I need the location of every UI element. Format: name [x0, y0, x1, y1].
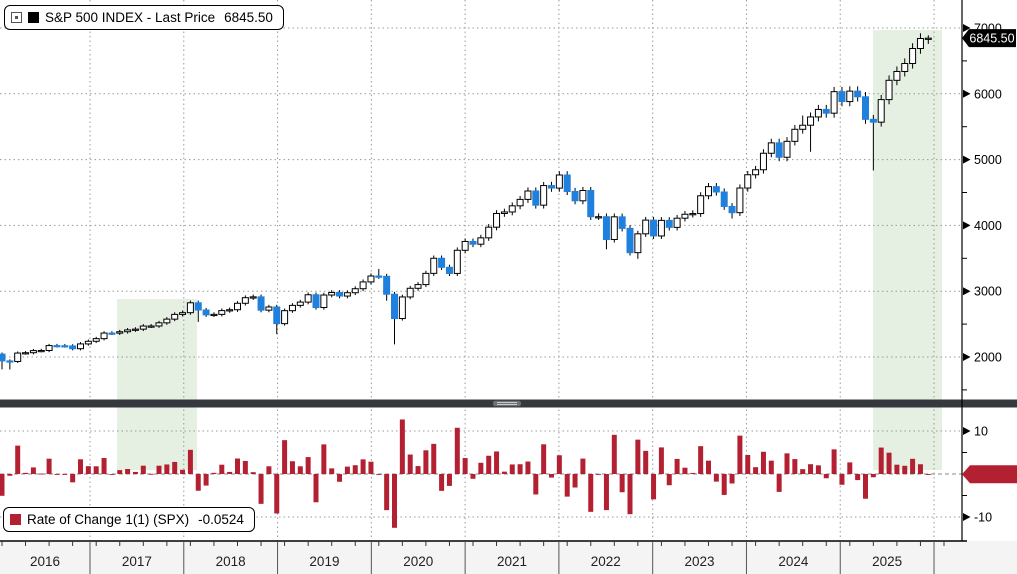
- last-price-badge: [962, 29, 1016, 48]
- year-label: 2019: [309, 554, 339, 569]
- year-label: 2023: [685, 554, 715, 569]
- date-strip-background: [0, 541, 1017, 574]
- roc-swatch-icon: [10, 514, 21, 525]
- expand-icon[interactable]: [11, 12, 22, 23]
- price-legend-label: S&P 500 INDEX - Last Price: [45, 10, 216, 25]
- year-label: 2020: [403, 554, 433, 569]
- svg-text:10: 10: [974, 425, 988, 439]
- year-label: 2018: [216, 554, 246, 569]
- year-label: 2024: [778, 554, 809, 569]
- panel-divider[interactable]: [0, 399, 1017, 408]
- svg-text:6000: 6000: [974, 87, 1002, 101]
- candlestick-series: [0, 33, 932, 370]
- year-label: 2016: [30, 554, 60, 569]
- roc-legend-label: Rate of Change 1(1) (SPX): [27, 512, 190, 527]
- year-label: 2022: [591, 554, 621, 569]
- year-label: 2017: [122, 554, 152, 569]
- roc-series-legend[interactable]: Rate of Change 1(1) (SPX) -0.0524: [3, 507, 255, 532]
- year-label: 2021: [497, 554, 527, 569]
- year-label: 2025: [872, 554, 902, 569]
- series-swatch-icon: [28, 12, 39, 23]
- svg-text:3000: 3000: [974, 285, 1002, 299]
- roc-legend-value: -0.0524: [198, 512, 244, 527]
- divider-grip-icon[interactable]: [493, 400, 521, 407]
- svg-text:5000: 5000: [974, 153, 1002, 167]
- svg-text:2000: 2000: [974, 351, 1002, 365]
- date-axis[interactable]: 2016 2017 2018 2019 2020 2021 2022 2023 2024 2025: [0, 540, 967, 574]
- price-series-legend[interactable]: S&P 500 INDEX - Last Price 6845.50: [4, 5, 284, 30]
- svg-text:6845.50: 6845.50: [969, 32, 1014, 46]
- roc-value-badge: [962, 465, 1017, 484]
- svg-text:4000: 4000: [974, 219, 1002, 233]
- svg-text:-10: -10: [974, 511, 992, 525]
- price-legend-value: 6845.50: [224, 10, 273, 25]
- axis-badges: 6845.50: [962, 29, 1017, 484]
- roc-bars: [0, 419, 931, 528]
